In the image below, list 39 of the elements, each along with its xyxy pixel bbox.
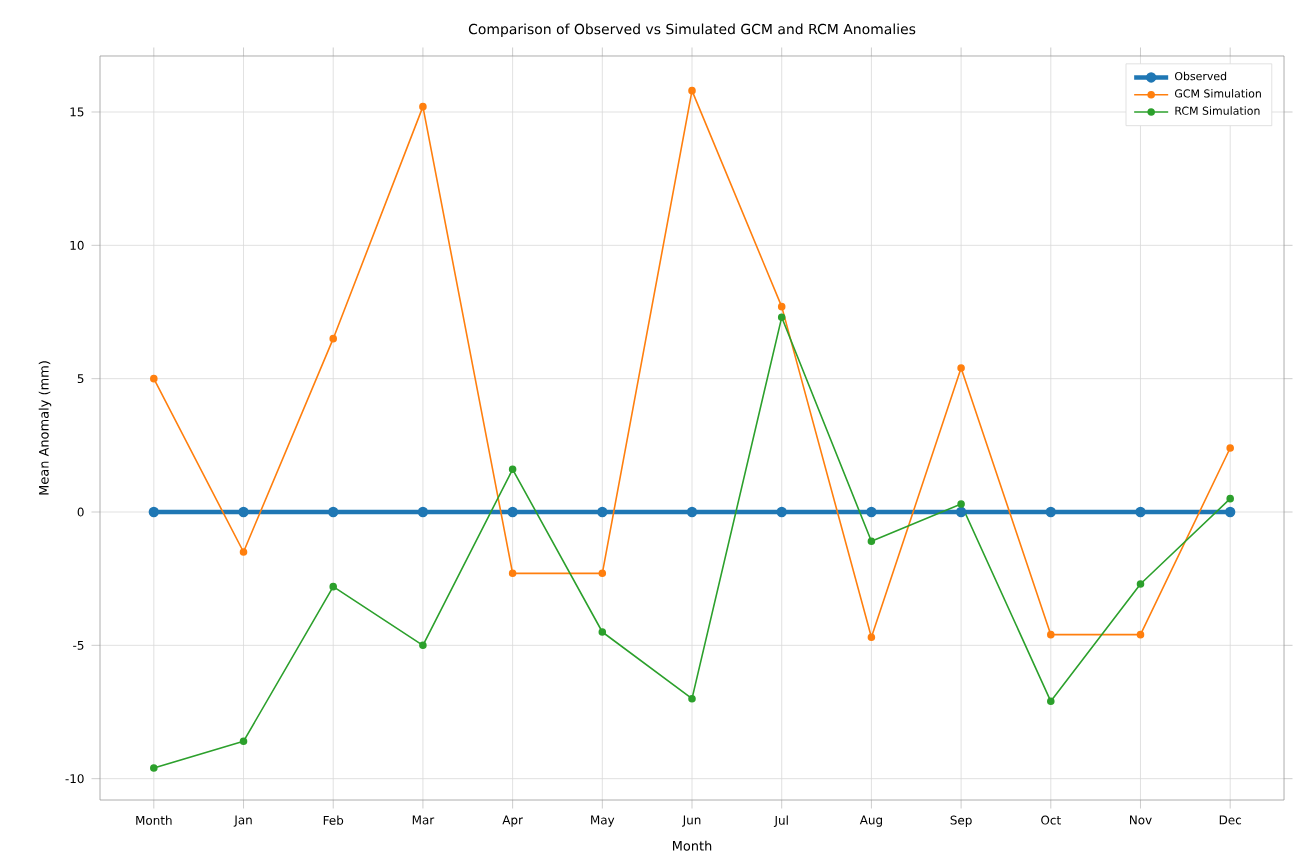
point — [329, 582, 337, 591]
point — [688, 86, 696, 95]
point — [419, 102, 427, 111]
point — [329, 334, 337, 343]
point — [1047, 630, 1055, 639]
point — [1136, 630, 1145, 639]
point — [777, 313, 786, 322]
point — [867, 537, 876, 546]
point — [598, 628, 607, 636]
point — [867, 633, 876, 642]
point — [957, 364, 965, 372]
point — [328, 506, 339, 518]
point — [417, 506, 429, 518]
point — [866, 506, 877, 518]
point — [508, 465, 517, 474]
point — [507, 506, 518, 518]
point — [686, 506, 698, 518]
point — [239, 548, 248, 556]
point — [238, 506, 249, 518]
point — [688, 694, 696, 703]
point — [597, 506, 608, 518]
point — [776, 506, 787, 518]
point — [1226, 444, 1234, 452]
point — [150, 374, 158, 383]
point — [1047, 697, 1055, 706]
point — [508, 569, 517, 578]
point — [1226, 494, 1234, 503]
point — [1135, 506, 1146, 518]
point — [239, 737, 248, 746]
point — [419, 641, 427, 650]
point — [1045, 506, 1056, 518]
point — [148, 506, 159, 518]
point — [1136, 580, 1145, 588]
point — [957, 500, 965, 508]
point — [598, 569, 607, 578]
point — [955, 506, 967, 518]
point — [1225, 506, 1236, 518]
point — [150, 764, 158, 772]
point — [777, 302, 786, 311]
